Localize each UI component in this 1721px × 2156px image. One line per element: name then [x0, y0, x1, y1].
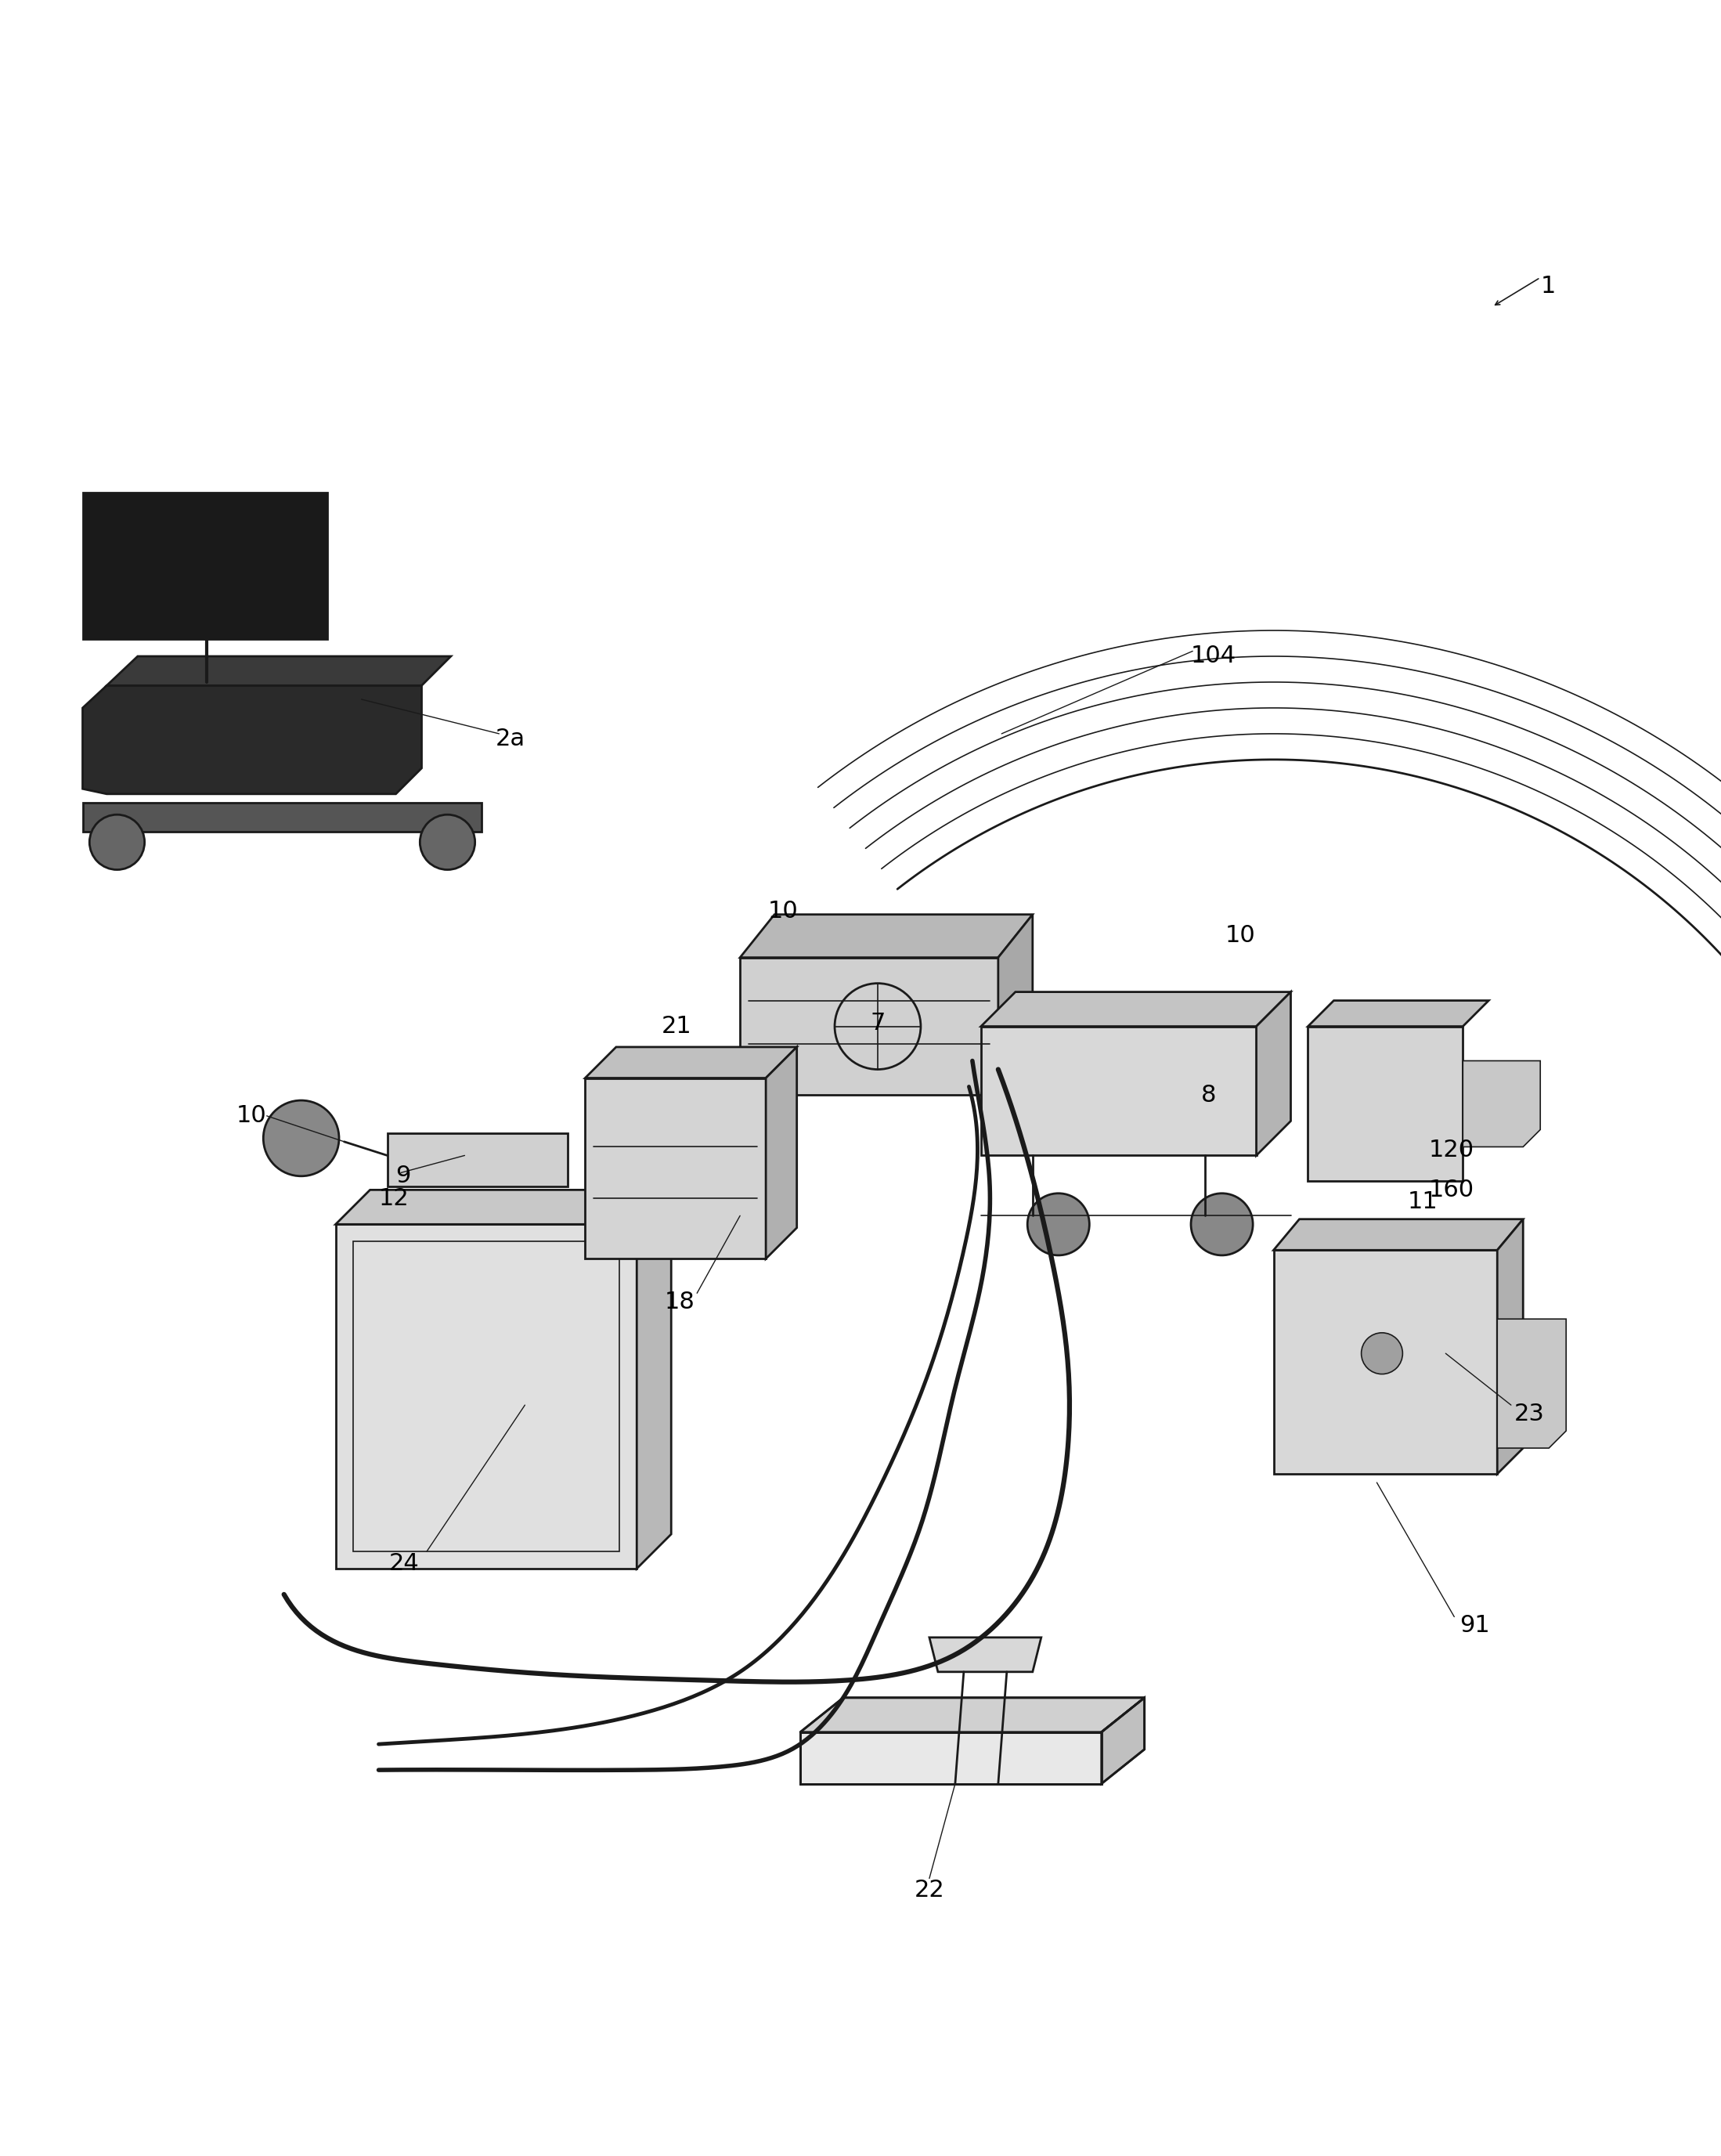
Polygon shape	[766, 1048, 797, 1259]
Polygon shape	[336, 1190, 671, 1225]
Circle shape	[263, 1100, 339, 1177]
Text: 91: 91	[1459, 1615, 1490, 1636]
Polygon shape	[1463, 1061, 1540, 1147]
Text: 18: 18	[664, 1291, 695, 1313]
Polygon shape	[585, 1078, 766, 1259]
Polygon shape	[1308, 1026, 1463, 1181]
Text: 8: 8	[1201, 1084, 1217, 1106]
Polygon shape	[740, 914, 1033, 957]
Polygon shape	[637, 1190, 671, 1570]
Polygon shape	[1274, 1250, 1497, 1475]
Text: 23: 23	[1514, 1401, 1545, 1425]
Polygon shape	[1497, 1319, 1566, 1449]
Text: 160: 160	[1428, 1179, 1473, 1201]
Polygon shape	[998, 914, 1033, 1095]
Text: 1: 1	[1540, 274, 1556, 298]
Text: 12: 12	[379, 1188, 410, 1210]
Polygon shape	[1497, 1218, 1523, 1475]
Polygon shape	[740, 957, 998, 1095]
Polygon shape	[387, 1134, 568, 1186]
Text: 9: 9	[396, 1164, 411, 1188]
Polygon shape	[800, 1697, 1144, 1731]
Text: 104: 104	[1191, 645, 1236, 668]
Circle shape	[89, 815, 145, 869]
Circle shape	[1191, 1192, 1253, 1255]
Polygon shape	[83, 802, 482, 832]
Polygon shape	[1308, 1000, 1489, 1026]
Polygon shape	[981, 1026, 1256, 1156]
Text: 11: 11	[1408, 1190, 1439, 1214]
Circle shape	[1361, 1332, 1403, 1373]
Text: 10: 10	[236, 1104, 267, 1128]
Polygon shape	[800, 1731, 1101, 1783]
Polygon shape	[107, 655, 451, 686]
Circle shape	[420, 815, 475, 869]
Polygon shape	[585, 1048, 797, 1078]
Text: 120: 120	[1428, 1138, 1473, 1162]
Text: 21: 21	[661, 1015, 692, 1037]
Polygon shape	[981, 992, 1291, 1026]
Polygon shape	[83, 686, 422, 793]
Polygon shape	[929, 1636, 1041, 1671]
Text: 22: 22	[914, 1880, 945, 1902]
Polygon shape	[83, 494, 327, 638]
Circle shape	[1027, 1192, 1089, 1255]
Text: 2a: 2a	[496, 727, 525, 750]
Polygon shape	[1256, 992, 1291, 1156]
Text: 10: 10	[768, 899, 799, 923]
Polygon shape	[336, 1225, 637, 1570]
Text: 7: 7	[871, 1011, 885, 1035]
Text: 10: 10	[1225, 923, 1256, 946]
Polygon shape	[1274, 1218, 1523, 1250]
Polygon shape	[1101, 1697, 1144, 1783]
Text: 24: 24	[389, 1552, 420, 1574]
